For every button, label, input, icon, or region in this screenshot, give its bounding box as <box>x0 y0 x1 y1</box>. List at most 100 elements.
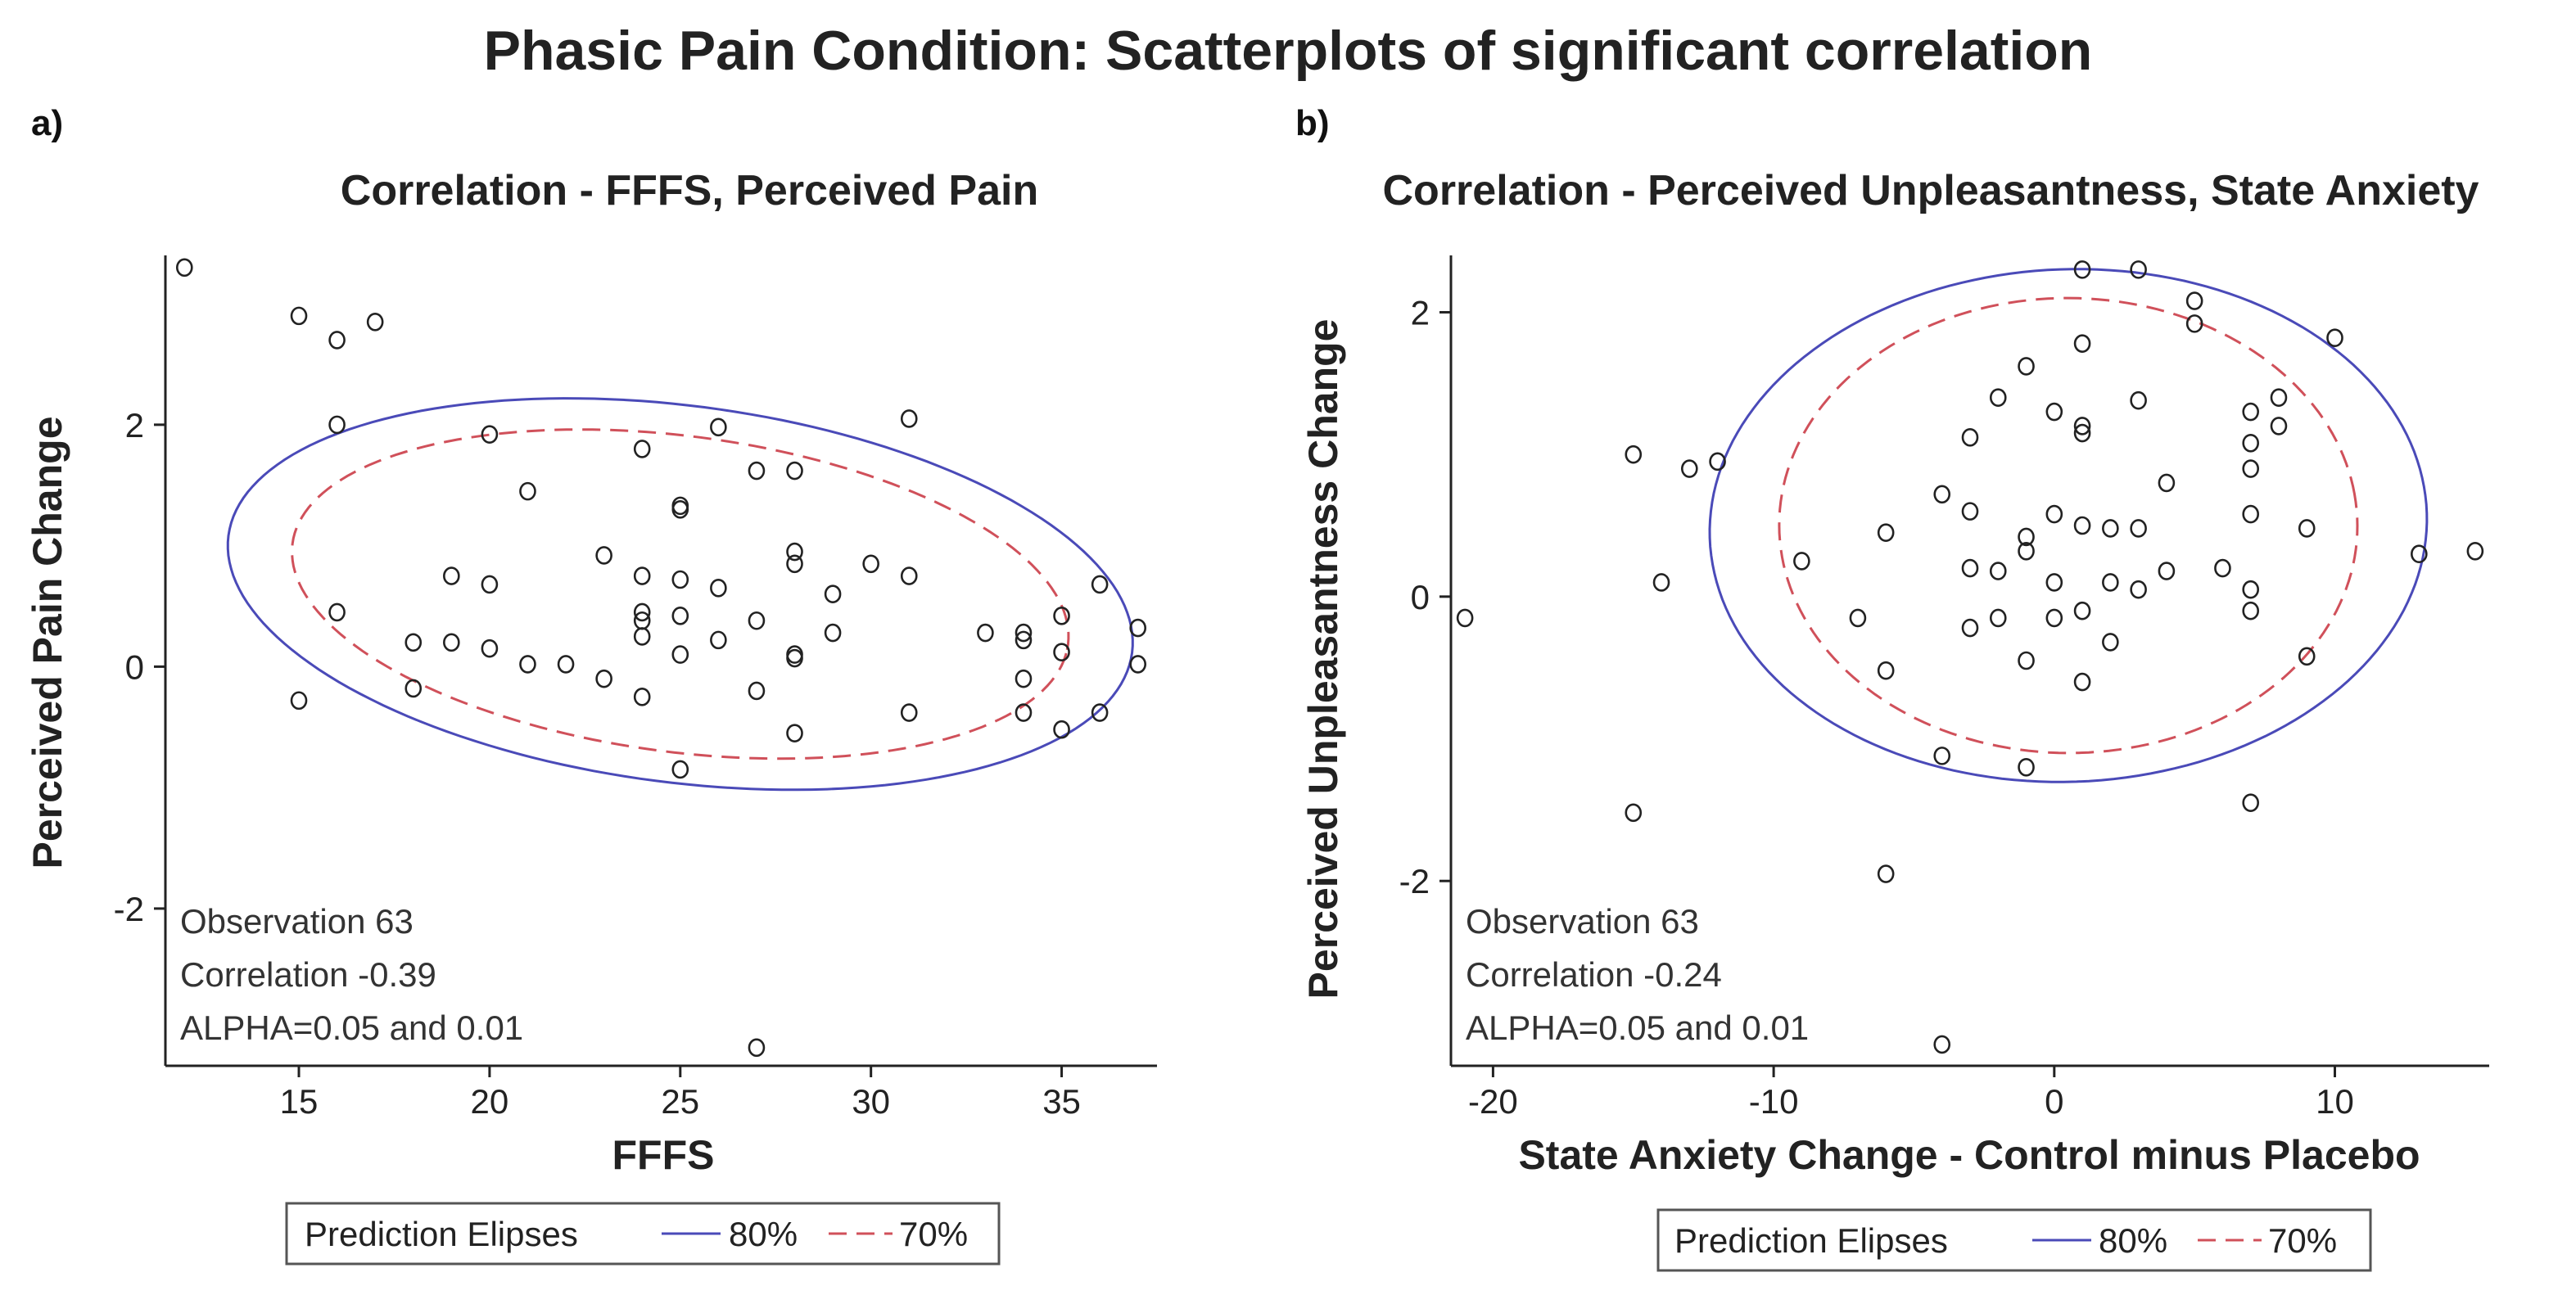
panel-b-y-tick-label: 0 <box>1411 578 1430 616</box>
panel-a-ellipse-80 <box>226 397 1134 792</box>
panel-b-legend: Prediction Elipses 80% 70% <box>1656 1208 2372 1272</box>
panel-a-data-point <box>900 703 918 722</box>
panel-b-letter: b) <box>1295 103 1330 143</box>
panel-a-data-point <box>900 409 918 428</box>
panel-b-data-point <box>2130 390 2147 410</box>
panel-b-data-point <box>1933 485 1951 504</box>
panel-a-data-point <box>404 679 423 698</box>
panel-a-y-tick-label: 0 <box>125 648 144 686</box>
panel-a-data-point <box>671 607 689 625</box>
panel-a-data-point <box>1015 623 1033 643</box>
panel-b-data-point <box>2073 601 2091 620</box>
panel-a-data-point <box>786 645 803 664</box>
panel-b-data-point <box>1877 864 1895 883</box>
panel-b-data-point <box>2018 651 2035 670</box>
panel-a-data-point <box>633 440 651 458</box>
panel-b-data-point <box>2073 672 2091 692</box>
panel-a-data-point <box>519 655 536 674</box>
panel-a-scatterplot: a) Correlation - FFFS, Perceived Pain FF… <box>25 103 1157 1266</box>
panel-b-x-axis-label: State Anxiety Change - Control minus Pla… <box>1518 1132 2420 1178</box>
panel-b-data-point <box>2242 504 2260 524</box>
panel-a-data-point <box>710 579 727 598</box>
panel-b-data-point <box>1709 452 1726 472</box>
panel-b-data-point <box>2270 388 2288 407</box>
panel-a-data-point <box>443 566 460 585</box>
panel-b-scatterplot: b) Correlation - Perceived Unpleasantnes… <box>1295 103 2489 1272</box>
panel-b-y-tick-label: -2 <box>1399 862 1430 900</box>
panel-a-data-point <box>328 331 346 350</box>
panel-b-data-point <box>2073 417 2091 435</box>
panel-b-data-point <box>1961 618 1979 638</box>
panel-a-legend: Prediction Elipses 80% 70% <box>285 1202 1001 1266</box>
panel-b-data-point <box>1989 608 2007 628</box>
panel-a-data-point <box>481 638 499 658</box>
panel-b-data-point <box>2073 260 2091 279</box>
panel-b-data-point <box>2018 541 2035 561</box>
panel-b-data-point <box>1625 444 1643 464</box>
panel-b-x-tick-label: 0 <box>2045 1082 2063 1121</box>
panel-a-x-tick-label: 25 <box>661 1082 699 1121</box>
panel-a-data-point <box>1129 655 1147 674</box>
panel-a-data-point <box>633 566 651 585</box>
panel-b-data-point <box>2185 291 2203 310</box>
panel-a-data-point <box>404 633 423 652</box>
panel-a-data-point <box>633 688 651 706</box>
panel-a-data-point <box>290 691 308 711</box>
panel-b-data-point <box>1793 552 1810 571</box>
panel-b-stat-observation: Observation 63 <box>1466 902 1699 941</box>
panel-b-data-point <box>2045 504 2063 524</box>
panel-a-data-point <box>1053 643 1070 661</box>
panel-a-legend-label-70: 70% <box>899 1215 968 1253</box>
panel-a-data-point <box>786 648 803 668</box>
panel-a-data-point <box>1129 618 1147 638</box>
panel-a-x-tick-label: 20 <box>471 1082 509 1121</box>
panel-b-data-point <box>1849 608 1867 628</box>
panel-a-data-point <box>786 554 803 574</box>
panel-a-data-point <box>595 546 612 565</box>
panel-a-data-point <box>786 724 803 742</box>
panel-a-data-point <box>862 554 879 574</box>
panel-b-data-point <box>2102 633 2119 652</box>
panel-b-data-point <box>2326 328 2343 348</box>
panel-a-data-point <box>481 575 499 594</box>
panel-a-data-point <box>595 669 612 688</box>
panel-b-data-point <box>2102 573 2119 592</box>
panel-b-data-point <box>2102 519 2119 538</box>
panel-b-data-point <box>1989 388 2007 407</box>
panel-b-data-point <box>2214 558 2231 578</box>
panel-b-x-tick-label: 10 <box>2316 1082 2354 1121</box>
panel-b-data-point <box>2242 402 2260 422</box>
panel-a-data-point <box>824 584 842 604</box>
panel-b-ellipse-80 <box>1708 268 2429 783</box>
panel-b-data-point <box>1680 459 1698 478</box>
panel-a-data-point <box>1015 669 1033 688</box>
panel-a-y-tick-label: 2 <box>125 406 144 444</box>
panel-b-data-point <box>2298 647 2316 666</box>
panel-a-title: Correlation - FFFS, Perceived Pain <box>341 167 1038 214</box>
panel-a-data-point <box>710 417 727 437</box>
panel-b-data-point <box>1877 661 1895 680</box>
panel-b-data-point <box>1961 428 1979 447</box>
panel-a-data-point <box>748 461 766 481</box>
panel-a-data-point <box>1015 630 1033 650</box>
panel-a-data-point <box>519 481 536 501</box>
panel-a-data-point <box>290 306 308 326</box>
panel-a-data-point <box>1015 703 1033 722</box>
panel-a-data-point <box>1053 607 1070 625</box>
panel-a-x-tick-label: 30 <box>852 1082 890 1121</box>
panel-a-data-point <box>1091 575 1109 594</box>
panel-a-x-tick-label: 15 <box>280 1082 319 1121</box>
panel-a-stat-correlation: Correlation -0.39 <box>180 955 436 994</box>
panel-b-data-point <box>1933 747 1951 765</box>
panel-b-legend-title: Prediction Elipses <box>1674 1221 1948 1260</box>
panel-a-data-point <box>175 258 193 278</box>
panel-b-data-point <box>1652 573 1670 592</box>
panel-a-data-point <box>633 602 651 622</box>
panel-a-data-point <box>671 496 689 516</box>
panel-a-data-point <box>900 566 918 585</box>
panel-b-data-point <box>2073 334 2091 353</box>
panel-b-data-point <box>2045 608 2063 628</box>
panel-b-data-point <box>2270 417 2288 435</box>
panel-b-data-point <box>2018 527 2035 547</box>
panel-a-data-point <box>977 623 994 643</box>
